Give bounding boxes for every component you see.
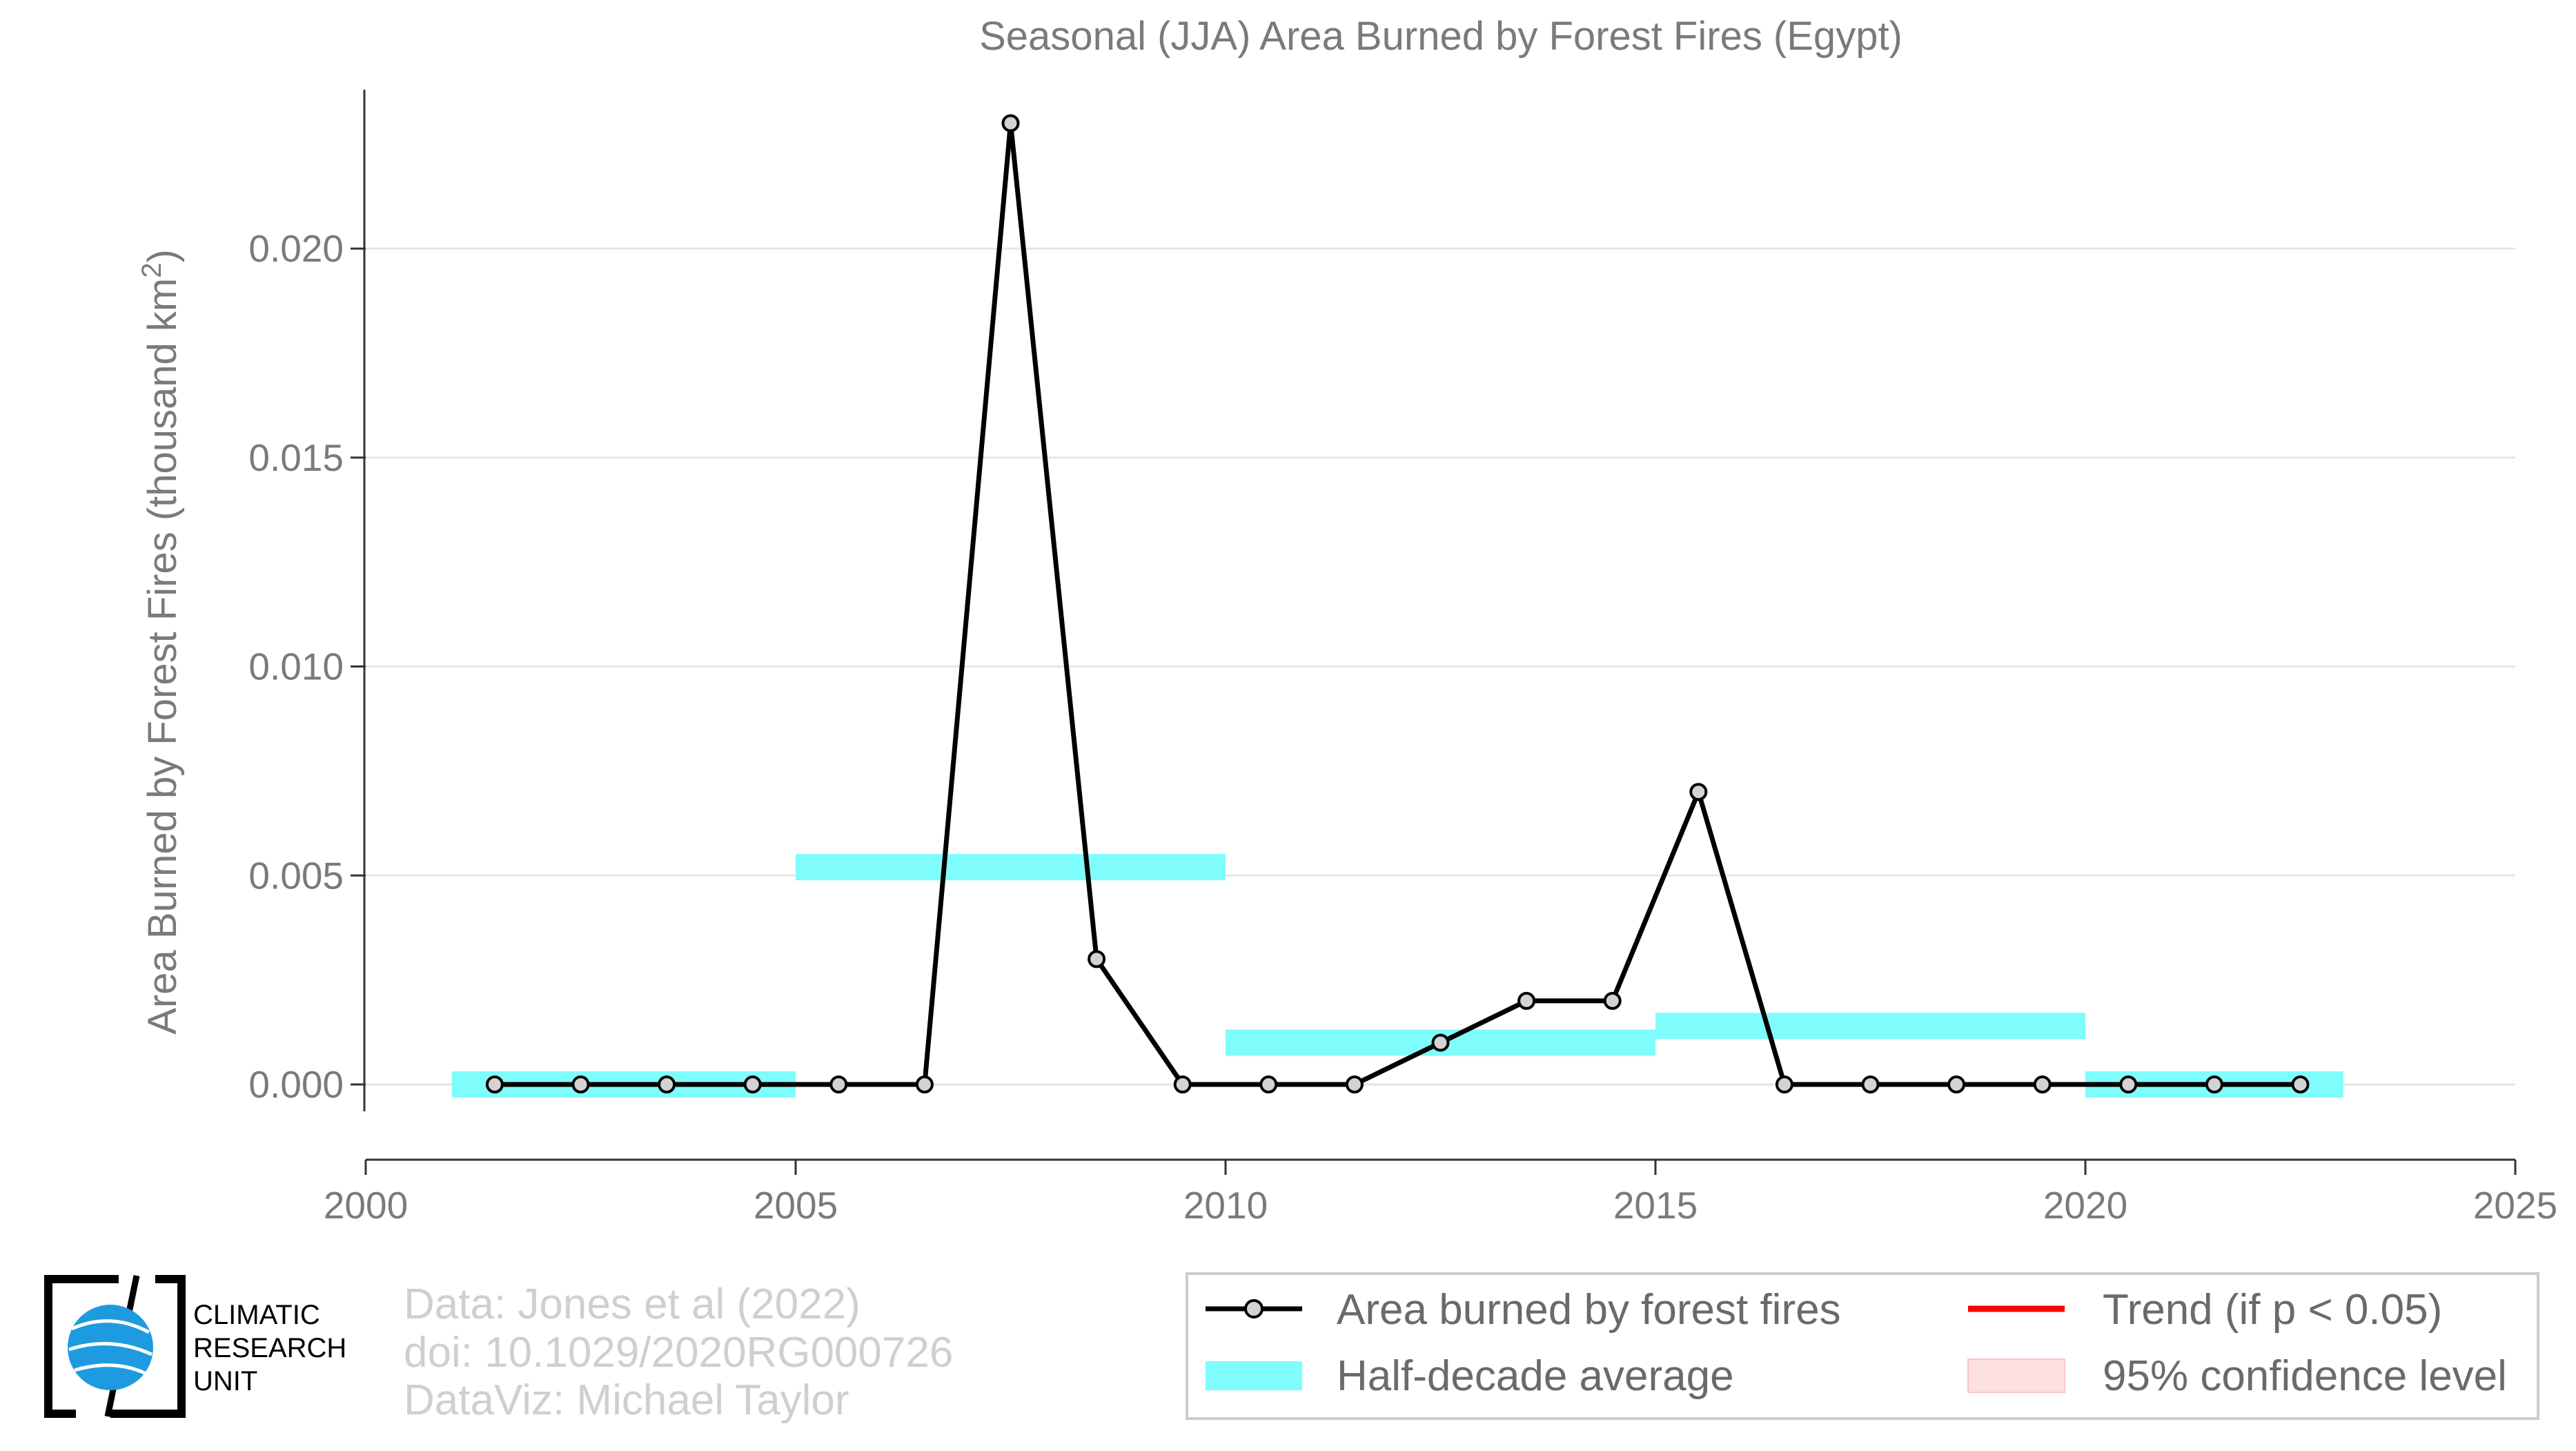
grid-lines (366, 247, 2515, 1086)
data-point (658, 1075, 676, 1094)
y-tick-label: 0.000 (248, 1063, 344, 1106)
y-tick-label: 0.015 (248, 436, 344, 479)
credit-doi: doi: 10.1029/2020RG000726 (404, 1329, 953, 1376)
y-axis-label-end: ) (140, 249, 185, 262)
x-tick-label: 2025 (2473, 1184, 2557, 1227)
cru-logo: CLIMATIC RESEARCH UNIT (44, 1275, 346, 1418)
globe-swirl-1 (70, 1319, 150, 1334)
globe-swirl-3 (74, 1363, 148, 1376)
series-line-area-burned (494, 120, 2301, 1087)
logo-text-line3: UNIT (193, 1366, 257, 1396)
x-tick-label: 2000 (324, 1184, 408, 1227)
data-point (1001, 114, 1020, 133)
x-tick-label: 2015 (1613, 1184, 1698, 1227)
globe-swirl-2 (68, 1341, 153, 1356)
half-decade-band (1655, 1013, 2085, 1040)
x-tick-label: 2005 (754, 1184, 838, 1227)
data-point (829, 1075, 848, 1094)
data-point (1947, 1075, 1966, 1094)
legend-label-confidence: 95% confidence level (2103, 1352, 2507, 1400)
data-point (1088, 950, 1106, 968)
series-layer (485, 114, 2310, 1094)
legend-swatch-half-decade (1206, 1361, 1302, 1390)
data-point (1517, 991, 1536, 1010)
data-point (485, 1075, 504, 1094)
y-tick-label: 0.010 (248, 645, 344, 688)
credit-data-source: Data: Jones et al (2022) (404, 1280, 861, 1328)
data-point (1431, 1033, 1450, 1052)
logo-bracket-right (110, 1275, 186, 1418)
y-tick-label: 0.005 (248, 854, 344, 897)
legend-label-half-decade: Half-decade average (1337, 1352, 1734, 1400)
data-point (915, 1075, 934, 1094)
data-point (571, 1075, 590, 1094)
data-point (1861, 1075, 1880, 1094)
data-point (743, 1075, 762, 1094)
data-point (1173, 1075, 1192, 1094)
y-axis-label: Area Burned by Forest Fires (thousand km… (137, 249, 185, 1035)
data-point (2119, 1075, 2138, 1094)
legend-swatch-confidence (1967, 1359, 2065, 1393)
y-tick-label: 0.020 (248, 227, 344, 270)
data-point (2205, 1075, 2223, 1094)
logo-text-line1: CLIMATIC (193, 1300, 320, 1330)
logo-text-line2: RESEARCH (193, 1333, 346, 1363)
legend-label-area-burned: Area burned by forest fires (1337, 1286, 1841, 1334)
y-axis-label-main: Area Burned by Forest Fires (thousand km (140, 278, 185, 1035)
logo-bracket-left (44, 1275, 119, 1418)
legend: Area burned by forest fires Trend (if p … (1186, 1272, 2539, 1420)
data-point (2033, 1075, 2052, 1094)
data-point (1775, 1075, 1793, 1094)
y-axis-label-superscript: 2 (137, 263, 167, 278)
credit-dataviz: DataViz: Michael Taylor (404, 1376, 849, 1424)
legend-label-trend: Trend (if p < 0.05) (2103, 1286, 2442, 1334)
tick-labels: 0.000 0.005 0.010 0.015 0.020 2000 2005 2010 201… (248, 227, 2557, 1227)
half-decade-band (796, 854, 1226, 881)
legend-box (1186, 1272, 2539, 1420)
chart-title: Seasonal (JJA) Area Burned by Forest Fir… (979, 14, 1902, 59)
axes (351, 90, 2517, 1175)
legend-marker-area-burned (1244, 1299, 1264, 1318)
data-point (1603, 991, 1622, 1010)
data-point (2291, 1075, 2310, 1094)
data-point (1689, 783, 1708, 801)
data-point (1345, 1075, 1364, 1094)
x-tick-label: 2010 (1183, 1184, 1268, 1227)
x-tick-label: 2020 (2043, 1184, 2127, 1227)
data-point (1259, 1075, 1278, 1094)
